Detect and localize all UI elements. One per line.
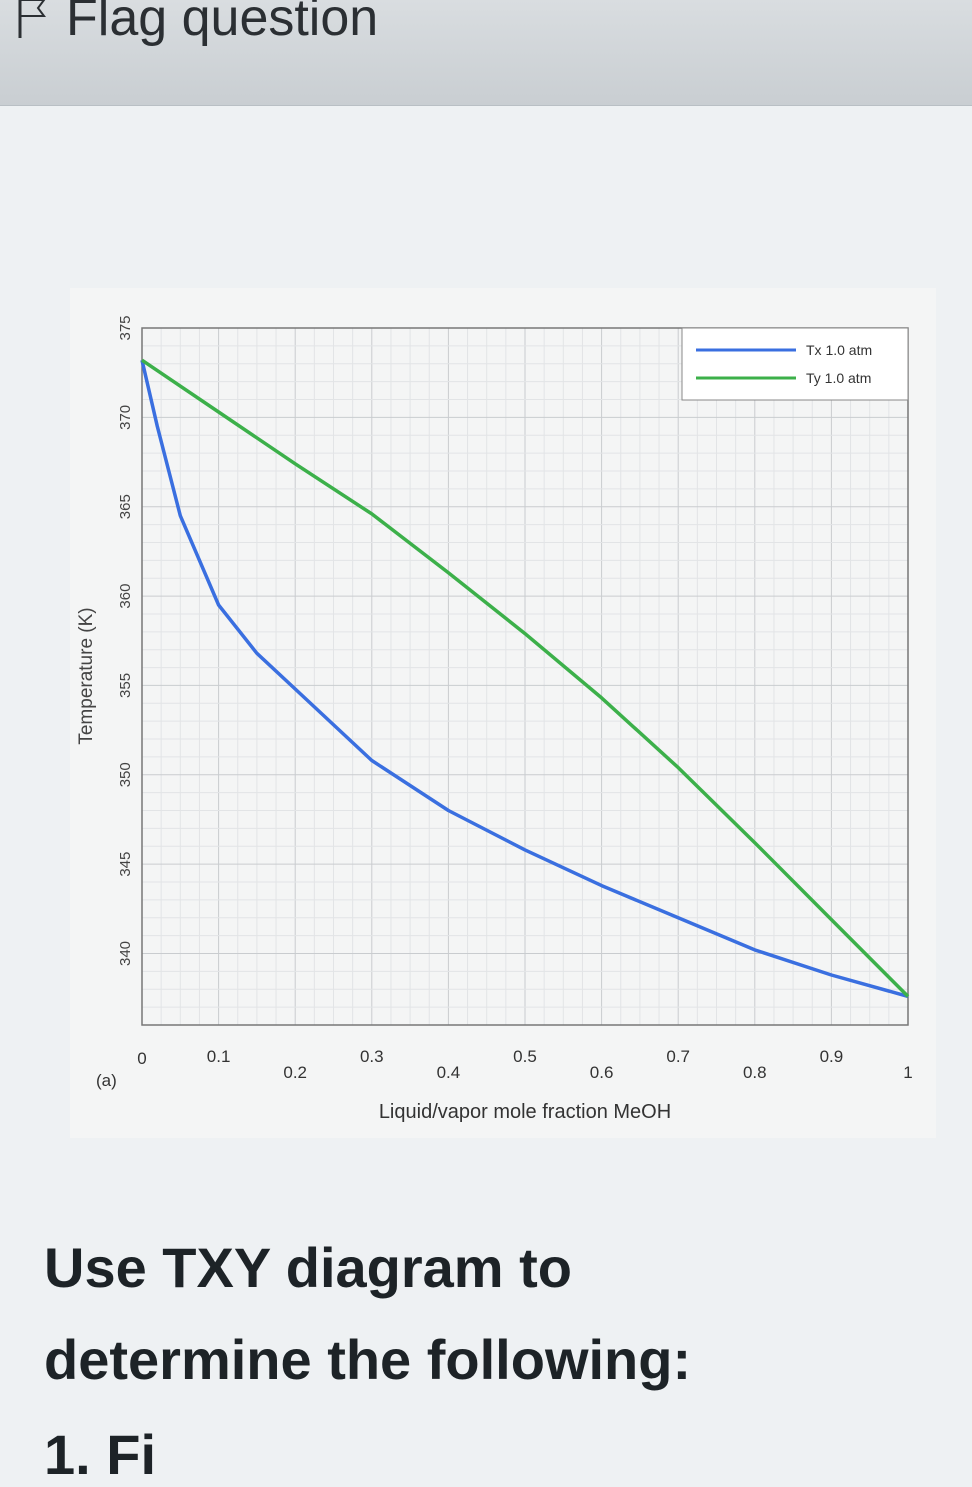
x-tick-label: 1	[903, 1063, 912, 1082]
series-line-ty	[141, 358, 910, 998]
y-tick-label: 340	[117, 941, 134, 966]
x-tick-label: 0.7	[666, 1047, 690, 1066]
x-tick-label: 0.1	[207, 1047, 231, 1066]
x-tick-label: 0.4	[437, 1063, 461, 1082]
x-tick-label: 0	[137, 1049, 146, 1068]
x-tick-label: 0.3	[360, 1047, 384, 1066]
y-tick-label: 350	[117, 762, 134, 787]
txy-chart: 0 0.10.20.30.40.50.60.70.80.91 3403453503…	[76, 315, 913, 1123]
x-tick-label: 0.9	[820, 1047, 844, 1066]
prompt-line-3: 1. Fi	[44, 1423, 157, 1486]
legend-label-ty: Ty 1.0 atm	[806, 370, 871, 386]
y-tick-label: 345	[117, 852, 134, 877]
legend-label-tx: Tx 1.0 atm	[806, 342, 872, 358]
series-line-tx	[140, 359, 909, 999]
flag-icon	[18, 0, 46, 38]
x-tick-label: 0.5	[513, 1047, 537, 1066]
plot-frame	[141, 327, 909, 1026]
legend-box	[681, 327, 909, 401]
y-tick-label: 360	[117, 584, 134, 609]
x-tick-label: 0.6	[590, 1063, 614, 1082]
flag-question-label: Flag question	[66, 0, 379, 47]
y-tick-label: 375	[117, 315, 134, 340]
chart-card: 0 0.1 0.2 0.3 0.4 0.5 0.6 0.7 0.8 0.9 1 340 345 350 3…	[70, 288, 936, 1138]
y-axis-label: Temperature (K)	[76, 607, 97, 744]
y-tick-label: 370	[117, 405, 134, 430]
question-prompt: Use TXY diagram to determine the followi…	[44, 1222, 944, 1406]
legend: Tx 1.0 atm Ty 1.0 atm	[681, 327, 909, 401]
x-axis-label: Liquid/vapor mole fraction MeOH	[379, 1101, 671, 1123]
x-tick-label: 0.8	[743, 1063, 767, 1082]
prompt-line-2: determine the following:	[44, 1328, 692, 1391]
series-lines	[140, 358, 910, 999]
y-tick-label: 365	[117, 494, 134, 519]
top-bar: Flag question	[0, 0, 972, 106]
flag-question-link[interactable]: Flag question	[14, 0, 378, 48]
x-tick-label: 0.2	[283, 1063, 307, 1082]
panel-label: (a)	[96, 1071, 117, 1090]
grid	[141, 327, 909, 1026]
y-tick-label: 355	[117, 673, 134, 698]
y-ticks: 340 345 350 355 360 365 370 375	[117, 315, 134, 966]
prompt-line-1: Use TXY diagram to	[44, 1236, 573, 1299]
x-ticks: 0 0.1 0.2 0.3 0.4 0.5 0.6 0.7 0.8 0.9 1	[137, 1047, 912, 1082]
